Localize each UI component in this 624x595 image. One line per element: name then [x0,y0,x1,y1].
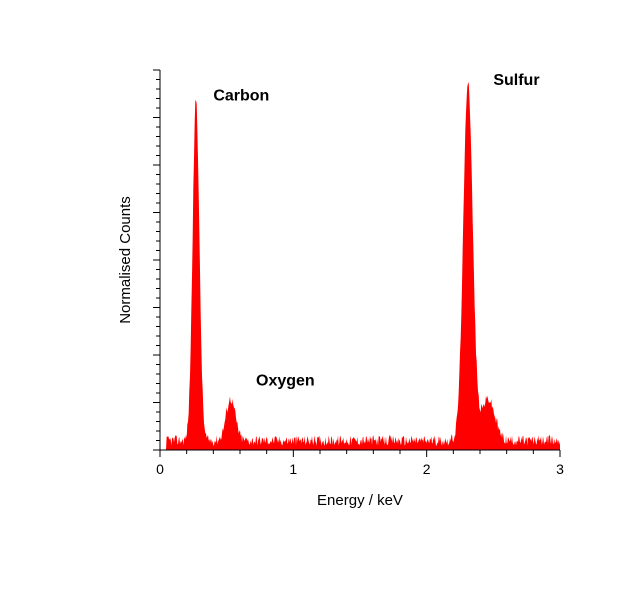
x-tick-label: 3 [556,461,564,477]
peak-label: Sulfur [493,72,539,89]
x-axis-label: Energy / keV [317,492,403,509]
eds-spectrum-chart: 0 1 2 3 Energy / keV Normalised Counts Carbon O… [0,0,624,595]
x-tick-label: 2 [423,461,431,477]
chart-svg: 0 1 2 3 Energy / keV Normalised Counts Carbon O… [0,0,624,595]
x-tick-label: 1 [289,461,297,477]
peak-label: Carbon [213,87,269,104]
y-axis-label: Normalised Counts [117,196,134,324]
peak-label: Oxygen [256,372,315,389]
x-tick-label: 0 [156,461,164,477]
spectrum-area [160,82,560,450]
